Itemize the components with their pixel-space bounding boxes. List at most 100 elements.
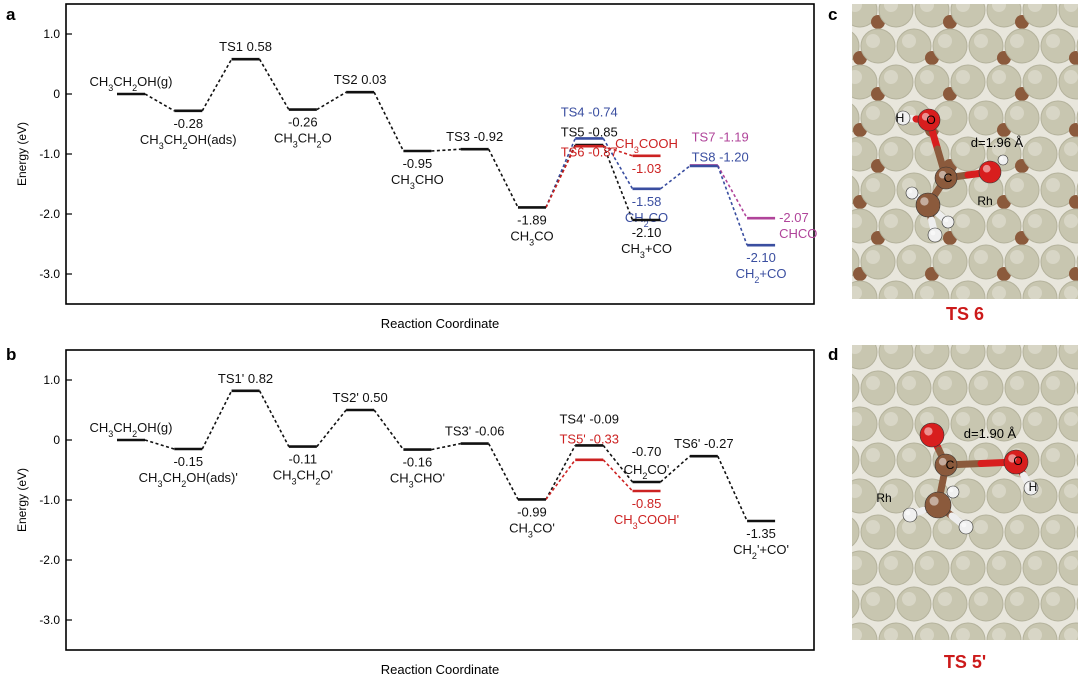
rh-atom [968, 514, 1004, 550]
rh-atom [852, 406, 878, 442]
connector-line [545, 459, 576, 500]
rh-atom-highlight [956, 214, 970, 228]
rh-atom-highlight [1064, 412, 1078, 426]
carbon-atom-shine [929, 496, 939, 506]
connector-line [717, 455, 748, 522]
rh-atom [860, 28, 896, 64]
rh-atom-highlight [884, 214, 898, 228]
rh-atom [1004, 28, 1040, 64]
panel-letter-d: d [828, 345, 838, 364]
rh-atom [1004, 370, 1040, 406]
ts6-structure-image: H O C Rh d=1.96 Å [830, 4, 1078, 336]
state-label: CH3CHO [391, 172, 444, 191]
rh-atom-highlight [830, 592, 844, 606]
rh-atom-highlight [830, 250, 844, 264]
rh-atom-highlight [1046, 520, 1060, 534]
rh-atom-highlight [1028, 142, 1042, 156]
rh-atom-highlight [852, 4, 862, 12]
hydrogen-atom-shine [999, 156, 1004, 161]
energy-profile-chart-b: 1.0 0 -1.0 -2.0 -3.0 Energy (eV) Reaction Coor… [15, 349, 815, 677]
rh-atom [986, 550, 1022, 586]
rh-atom-highlight [992, 214, 1006, 228]
state-label: -1.89 [517, 212, 547, 227]
rh-atom [860, 514, 896, 550]
rh-atom [932, 370, 968, 406]
rh-atom [852, 589, 860, 619]
rh-atom-highlight [902, 448, 916, 462]
rh-atom-highlight [830, 664, 844, 678]
oxygen-atom-shine [1008, 454, 1017, 463]
connector-line [258, 390, 290, 447]
rh-atom-highlight [920, 286, 934, 299]
rh-atom [932, 586, 968, 622]
rh-atom-highlight [884, 4, 898, 12]
rh-atom-highlight [1064, 70, 1078, 84]
y-tick-label: -3.0 [39, 613, 60, 627]
rh-atom-highlight [1046, 322, 1060, 336]
rh-atom-highlight [1010, 664, 1024, 678]
rh-atom-highlight [830, 304, 844, 318]
rh-atom-highlight [956, 628, 970, 640]
rh-atom [968, 370, 1004, 406]
rh-atom-highlight [852, 556, 862, 570]
rh-atom [825, 659, 859, 681]
hydrogen-atom [905, 186, 919, 200]
rh-atom [896, 442, 932, 478]
y-tick-label: -1.0 [39, 147, 60, 161]
state-label: CH3CH2OH(g) [90, 420, 173, 439]
ts-annotation: TS6 -0.87 [561, 144, 618, 159]
rh-atom [852, 478, 878, 514]
rh-atom [852, 345, 878, 370]
oxygen-atom-shine [924, 427, 933, 436]
state-label: -1.35 [746, 526, 776, 541]
rh-atom-highlight [830, 322, 844, 336]
surface-carbon-atom [1069, 51, 1078, 65]
rh-atom-highlight [992, 142, 1006, 156]
y-tick-label: 0 [53, 433, 60, 447]
rh-atom-highlight [938, 520, 952, 534]
rh-atom [1004, 586, 1040, 622]
ts-annotation: TS7 -1.19 [692, 129, 749, 144]
rh-atom-highlight [974, 376, 988, 390]
rh-atom [1004, 514, 1040, 550]
rh-atom [914, 280, 950, 299]
rh-atom-highlight [884, 345, 898, 354]
rh-atom [825, 299, 859, 333]
rh-atom-highlight [830, 520, 844, 534]
y-axis-label: Energy (eV) [15, 122, 29, 186]
atom-label: d=1.96 Å [971, 135, 1024, 150]
rh-atom-highlight [920, 345, 934, 354]
rh-atom [1005, 299, 1039, 333]
panel-letter-b: b [6, 345, 16, 364]
rh-atom-highlight [884, 286, 898, 299]
rh-atom-highlight [992, 286, 1006, 299]
rh-atom [878, 64, 914, 100]
rh-atom-highlight [902, 592, 916, 606]
rh-atom [1076, 38, 1078, 54]
rh-atom [1076, 596, 1078, 612]
hydrogen-atom-shine [1026, 483, 1032, 489]
rh-atom-highlight [884, 412, 898, 426]
rh-atom [860, 244, 896, 280]
state-label: CH2+CO [736, 266, 787, 285]
atom-label: O [1013, 454, 1022, 468]
rh-atom-highlight [920, 412, 934, 426]
hydrogen-atom [958, 519, 974, 535]
y-tick-label: -2.0 [39, 553, 60, 567]
hydrogen-atom [941, 215, 955, 229]
rh-atom-highlight [902, 520, 916, 534]
rh-atom [897, 299, 931, 333]
rh-atom [950, 345, 986, 370]
atom-label: C [946, 458, 955, 472]
connector-line [602, 137, 634, 190]
rh-atom-highlight [902, 250, 916, 264]
rh-atom [986, 478, 1022, 514]
rh-atom [1022, 550, 1058, 586]
rh-atom-highlight [956, 142, 970, 156]
plot-frame [65, 349, 815, 651]
state-label: CH3+CO [621, 241, 672, 260]
rh-atom-highlight [1010, 34, 1024, 48]
rh-atom [968, 586, 1004, 622]
rh-atom [1040, 442, 1076, 478]
